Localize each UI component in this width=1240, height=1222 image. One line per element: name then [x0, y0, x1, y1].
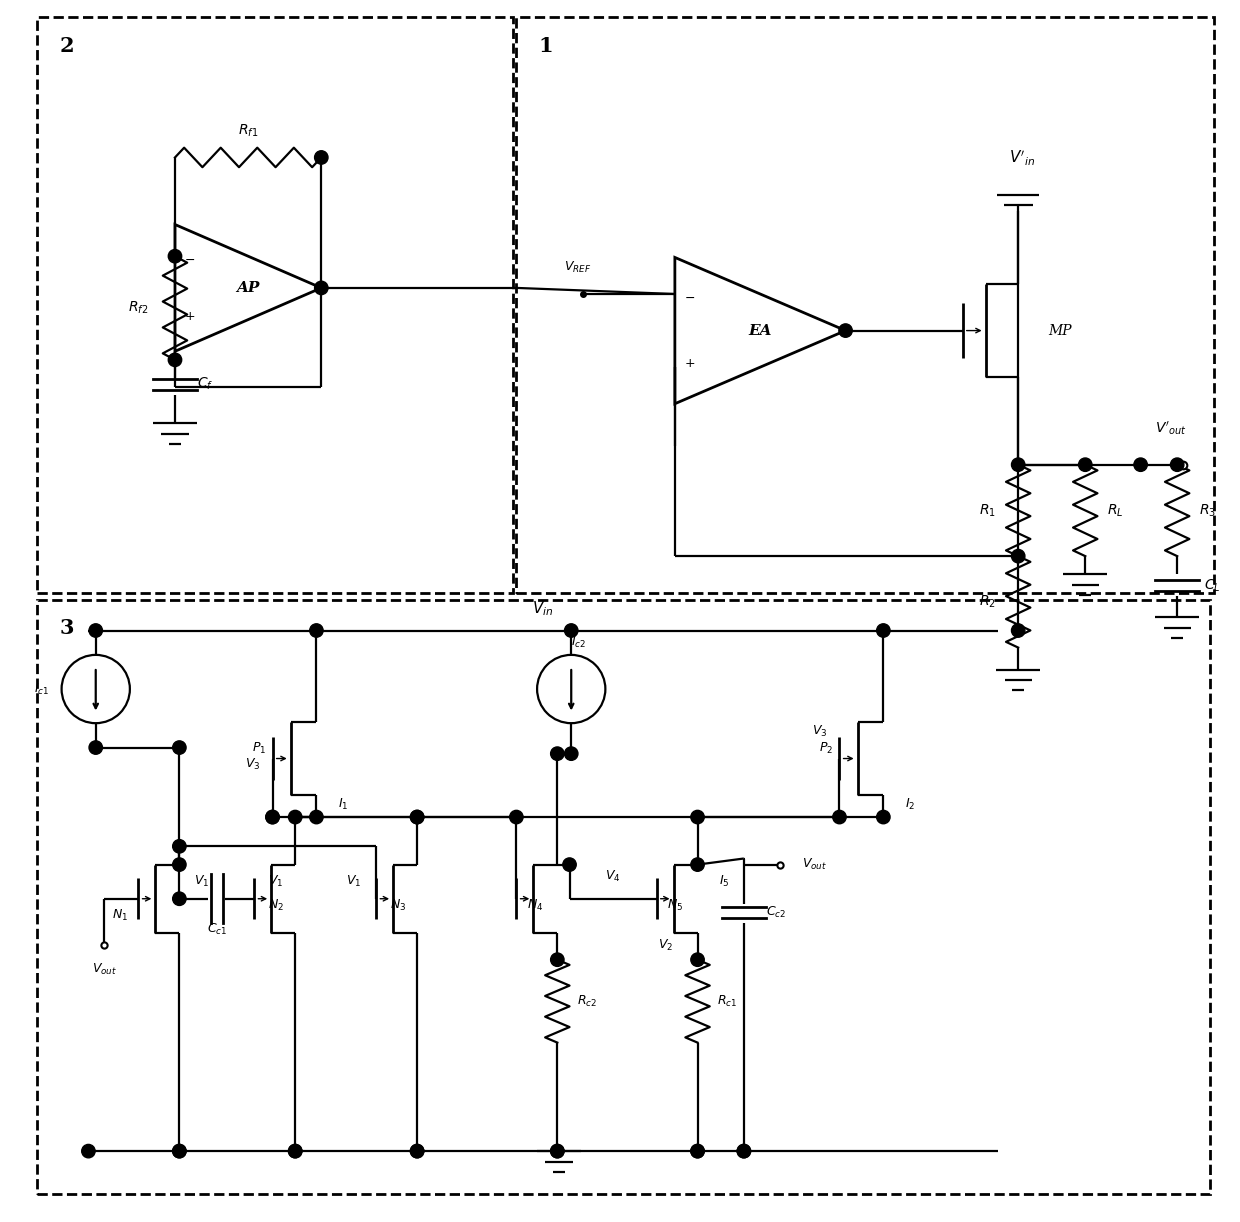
Circle shape	[1133, 458, 1147, 472]
Text: $R_{f1}$: $R_{f1}$	[238, 122, 258, 139]
Text: $N_1$: $N_1$	[112, 908, 128, 924]
Circle shape	[737, 1145, 750, 1157]
Circle shape	[691, 1145, 704, 1157]
Circle shape	[315, 150, 329, 164]
Circle shape	[289, 1145, 301, 1157]
Circle shape	[1012, 623, 1025, 637]
Bar	[516, 17, 1214, 593]
Circle shape	[289, 1145, 301, 1157]
Text: $C_{c1}$: $C_{c1}$	[207, 921, 227, 937]
Text: EA: EA	[749, 324, 773, 337]
Circle shape	[563, 858, 577, 871]
Circle shape	[737, 1145, 750, 1157]
Text: $-$: $-$	[684, 291, 696, 304]
Text: $R_L$: $R_L$	[1107, 502, 1123, 518]
Circle shape	[691, 953, 704, 967]
Circle shape	[551, 953, 564, 967]
Text: $I_2$: $I_2$	[905, 797, 915, 813]
Text: $I_1$: $I_1$	[339, 797, 348, 813]
Circle shape	[877, 623, 890, 637]
Text: $V_3$: $V_3$	[246, 758, 260, 772]
Circle shape	[877, 810, 890, 824]
Circle shape	[691, 810, 704, 824]
Text: $+$: $+$	[184, 310, 195, 323]
Bar	[37, 600, 1210, 1194]
Circle shape	[172, 840, 186, 853]
Circle shape	[310, 623, 324, 637]
Circle shape	[410, 1145, 424, 1157]
Circle shape	[1012, 458, 1025, 472]
Text: 3: 3	[60, 618, 73, 638]
Text: $N_4$: $N_4$	[527, 898, 543, 913]
Circle shape	[172, 858, 186, 871]
Circle shape	[169, 249, 182, 263]
Circle shape	[265, 810, 279, 824]
Text: $V_1$: $V_1$	[268, 874, 283, 890]
Circle shape	[551, 1145, 564, 1157]
Text: $V_{out}$: $V_{out}$	[802, 857, 827, 873]
Text: 1: 1	[538, 35, 553, 55]
Text: $P_2$: $P_2$	[820, 742, 833, 756]
Circle shape	[89, 741, 103, 754]
Text: $R_{f2}$: $R_{f2}$	[128, 299, 148, 316]
Circle shape	[315, 281, 329, 295]
Text: $V_4$: $V_4$	[605, 869, 621, 885]
Circle shape	[838, 324, 852, 337]
Circle shape	[691, 1145, 704, 1157]
Circle shape	[289, 810, 301, 824]
Circle shape	[89, 623, 103, 637]
Text: $V'_{out}$: $V'_{out}$	[1156, 419, 1187, 437]
Text: AP: AP	[237, 281, 260, 295]
Text: $R_2$: $R_2$	[980, 594, 996, 610]
Text: $V_3$: $V_3$	[812, 725, 827, 739]
Text: MP: MP	[1049, 324, 1073, 337]
Circle shape	[172, 892, 186, 906]
Circle shape	[551, 1145, 564, 1157]
Text: $N_5$: $N_5$	[667, 898, 683, 913]
Circle shape	[1079, 458, 1092, 472]
Circle shape	[410, 1145, 424, 1157]
Text: $N_3$: $N_3$	[389, 898, 405, 913]
Circle shape	[510, 810, 523, 824]
Text: $I_{c1}$: $I_{c1}$	[35, 682, 50, 697]
Text: $V_{REF}$: $V_{REF}$	[564, 259, 591, 275]
Text: $R_{c2}$: $R_{c2}$	[577, 993, 596, 1008]
Text: $+$: $+$	[684, 357, 696, 370]
Circle shape	[172, 1145, 186, 1157]
Circle shape	[172, 1145, 186, 1157]
Circle shape	[169, 353, 182, 367]
Text: $V_1$: $V_1$	[346, 874, 361, 890]
Text: $R_{c1}$: $R_{c1}$	[717, 993, 738, 1008]
Circle shape	[833, 810, 846, 824]
Text: $-$: $-$	[184, 253, 195, 266]
Circle shape	[1012, 550, 1025, 563]
Text: $N_2$: $N_2$	[268, 898, 284, 913]
Circle shape	[691, 858, 704, 871]
Text: $V_{in}$: $V_{in}$	[532, 599, 554, 618]
Text: 2: 2	[60, 35, 74, 55]
Circle shape	[564, 623, 578, 637]
Text: $R_3$: $R_3$	[1199, 502, 1216, 518]
Circle shape	[82, 1145, 95, 1157]
Text: $V_{out}$: $V_{out}$	[92, 962, 117, 978]
Circle shape	[410, 810, 424, 824]
Bar	[37, 17, 512, 593]
Text: $C_f$: $C_f$	[197, 376, 213, 392]
Text: $C_L$: $C_L$	[1204, 577, 1220, 594]
Text: $R_1$: $R_1$	[980, 502, 996, 518]
Circle shape	[172, 741, 186, 754]
Text: $I_{c2}$: $I_{c2}$	[572, 635, 587, 650]
Circle shape	[564, 747, 578, 760]
Text: $V'_{in}$: $V'_{in}$	[1009, 149, 1035, 169]
Circle shape	[265, 810, 279, 824]
Circle shape	[1171, 458, 1184, 472]
Text: $I_5$: $I_5$	[719, 874, 730, 890]
Text: $V_1$: $V_1$	[193, 874, 210, 890]
Text: $C_{c2}$: $C_{c2}$	[766, 904, 786, 920]
Text: $P_1$: $P_1$	[252, 742, 267, 756]
Circle shape	[551, 747, 564, 760]
Text: $V_2$: $V_2$	[658, 937, 673, 953]
Circle shape	[310, 810, 324, 824]
Circle shape	[410, 810, 424, 824]
